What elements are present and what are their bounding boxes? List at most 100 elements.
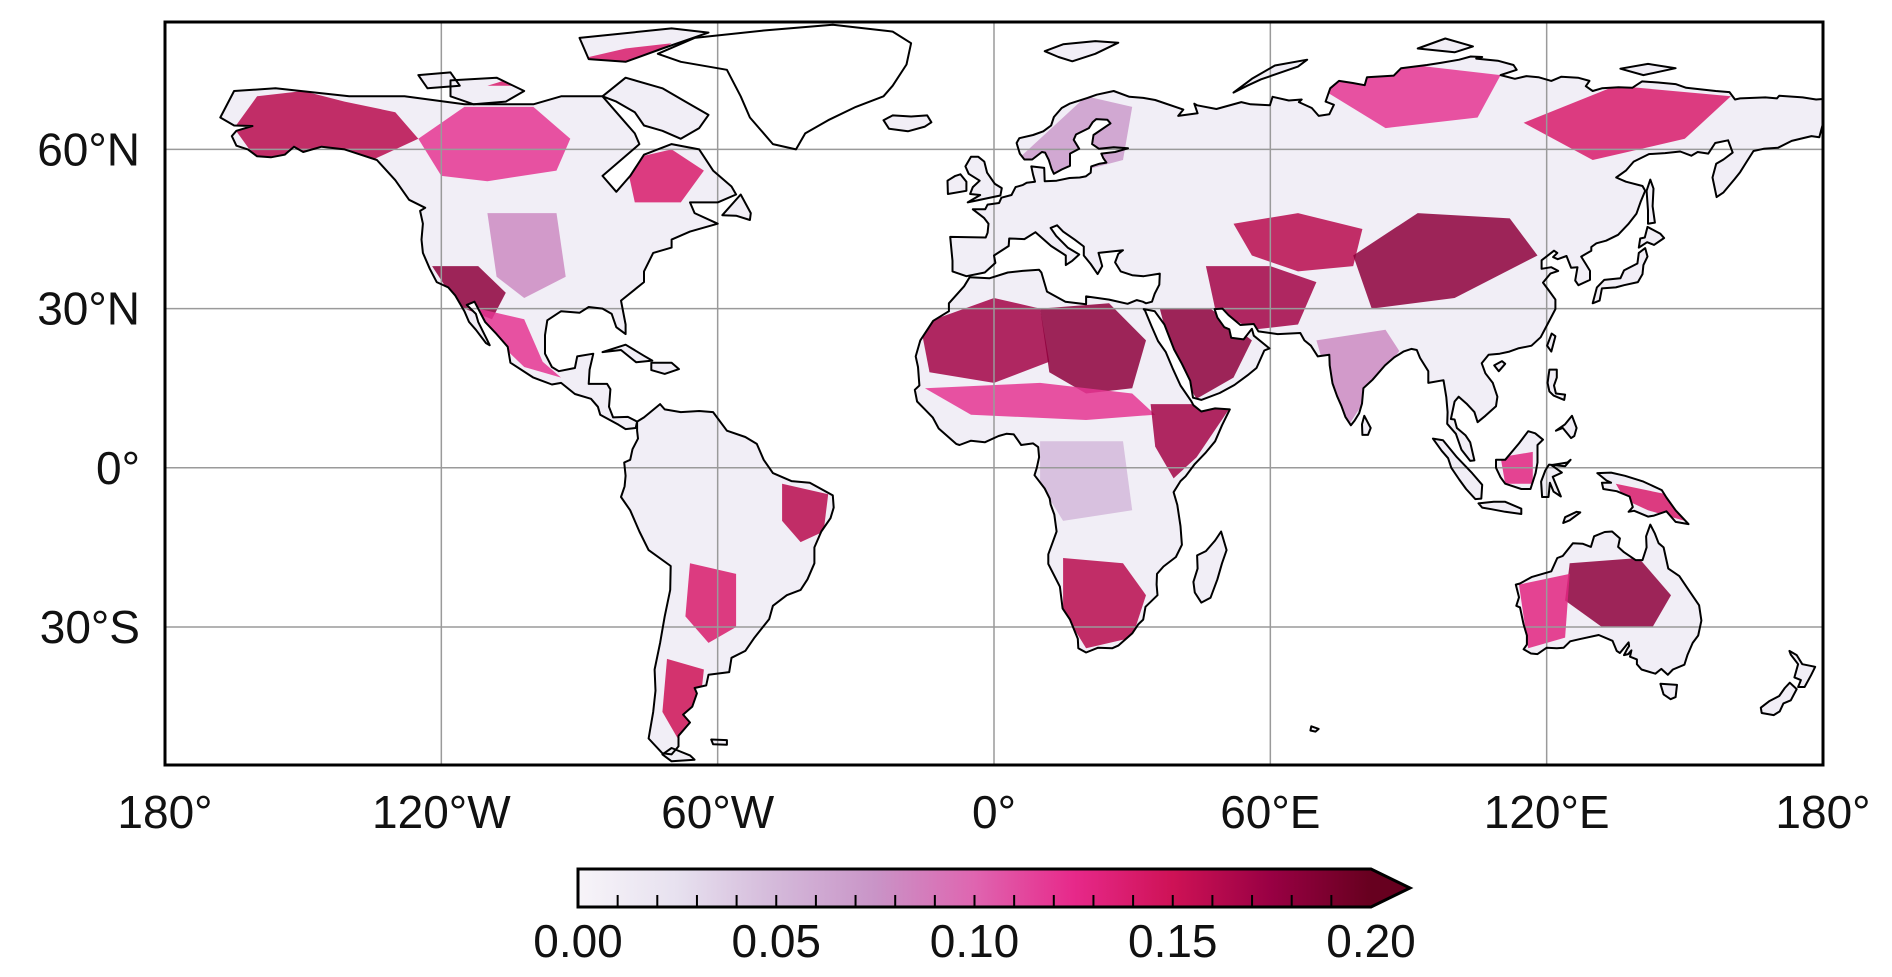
- colorbar-tick-label: 0.00: [533, 915, 623, 967]
- land-novaya-zemlya: [1233, 59, 1308, 93]
- coastline-svalbard: [1043, 40, 1120, 63]
- value-region-horn-of-africa: [1150, 404, 1229, 479]
- land-tasmania: [1660, 683, 1677, 700]
- land-ireland: [947, 174, 967, 194]
- x-tick-label: 180°: [1775, 786, 1870, 838]
- coastline-tasmania: [1659, 682, 1678, 701]
- value-region-southern-africa: [1063, 558, 1146, 649]
- land-mindanao: [1555, 415, 1577, 439]
- colorbar-tick-label: 0.05: [731, 915, 821, 967]
- value-region-sahel: [924, 382, 1156, 420]
- value-region-ne-brazil: [782, 483, 829, 543]
- colorbar: 0.00 0.05 0.10 0.15 0.20: [533, 867, 1416, 967]
- coastline-mindanao: [1554, 414, 1578, 440]
- value-region-iran-afghanistan: [1205, 266, 1317, 330]
- value-region-central-africa: [1040, 441, 1133, 521]
- value-region-central-asia: [1233, 213, 1363, 272]
- land-greenland: [657, 24, 912, 150]
- coastline-ellesmere-island: [578, 27, 710, 63]
- coastline-sri-lanka: [1361, 414, 1372, 436]
- value-region-central-australia: [1565, 558, 1671, 627]
- colorbar-tick-labels: 0.00 0.05 0.10 0.15 0.20: [533, 915, 1416, 967]
- coastline-novaya-zemlya: [1232, 58, 1309, 94]
- y-tick-label: 30°S: [40, 601, 140, 653]
- x-tick-label: 120°E: [1484, 786, 1610, 838]
- land-severnaya-zemlya: [1417, 38, 1473, 53]
- y-tick-label: 0°: [96, 442, 140, 494]
- land-sri-lanka: [1362, 415, 1371, 435]
- y-tick-label: 30°N: [37, 283, 140, 335]
- value-region-siberia-east: [1523, 85, 1731, 160]
- coastline-luzon: [1546, 368, 1567, 401]
- coastline-hispaniola: [650, 361, 680, 375]
- colorbar-tick-label: 0.15: [1128, 915, 1218, 967]
- coastline-australia: [1514, 523, 1703, 676]
- coastline-baffin-island: [601, 76, 710, 140]
- coastline-sakhalin: [1645, 178, 1656, 225]
- coastline-victoria-island: [449, 76, 526, 106]
- coastline-borneo: [1495, 430, 1544, 490]
- land-great-britain: [965, 156, 1002, 203]
- coastline-timor: [1562, 510, 1582, 524]
- value-region-us-southwest: [432, 266, 506, 320]
- coastline-newfoundland: [721, 193, 752, 221]
- coastline-taiwan: [1546, 332, 1557, 353]
- y-tick-labels: 60°N 30°N 0° 30°S: [37, 123, 140, 653]
- coastline-java: [1477, 500, 1523, 515]
- land-tierra-del-fuego: [662, 748, 695, 762]
- coastline-hokkaido: [1637, 225, 1666, 249]
- coastline-banks-island: [417, 71, 461, 90]
- coastline-hainan: [1493, 360, 1507, 373]
- land-svalbard: [1044, 41, 1119, 62]
- coastline-greenland: [656, 23, 913, 151]
- value-region-mexico: [478, 308, 562, 378]
- value-region-canada-boreal: [418, 106, 571, 182]
- colorbar-tick-label: 0.10: [930, 915, 1020, 967]
- colorbar-outline: [576, 867, 1414, 909]
- value-region-tibet-mongolia: [1353, 213, 1538, 309]
- coastline-great-britain: [964, 155, 1003, 204]
- coastline-kerguelen: [1309, 725, 1320, 733]
- x-tick-label: 60°W: [661, 786, 775, 838]
- value-region-gran-chaco: [685, 563, 737, 643]
- y-tick-label: 60°N: [37, 123, 140, 175]
- colorbar-extend-arrow: [1371, 869, 1410, 907]
- map-frame: [163, 20, 1825, 767]
- value-region-sahara-east: [1040, 303, 1146, 394]
- coastline-cuba: [601, 343, 654, 364]
- coastline-south-america: [620, 403, 835, 756]
- coastline-sumatra: [1431, 437, 1484, 501]
- x-tick-labels: 180° 120°W 60°W 0° 60°E 120°E 180°: [117, 786, 1870, 838]
- value-region-alaska-yukon: [234, 91, 419, 160]
- coastline-falklands: [710, 738, 728, 746]
- coastline-ireland: [946, 173, 968, 195]
- value-region-sahara-west: [920, 298, 1050, 383]
- land-north-america: [220, 88, 737, 430]
- value-region-great-plains: [487, 213, 566, 298]
- land-banks-island: [418, 72, 460, 89]
- coastline-new-siberian-islands: [1619, 62, 1677, 77]
- coastline-sulawesi: [1540, 458, 1572, 498]
- land-baffin-island: [602, 77, 709, 139]
- coastline-layer: [219, 23, 1823, 763]
- land-madagascar: [1193, 531, 1227, 603]
- x-tick-label: 120°W: [372, 786, 511, 838]
- value-region-west-australia: [1519, 573, 1570, 649]
- coastline-madagascar: [1192, 530, 1228, 604]
- land-luzon: [1547, 369, 1566, 400]
- x-tick-label: 60°E: [1220, 786, 1320, 838]
- coastline-eurasia: [913, 55, 1823, 654]
- colorbar-ticks: [616, 895, 1333, 907]
- land-japan: [1592, 248, 1648, 304]
- value-region-hudson-east: [625, 149, 704, 203]
- x-tick-label: 0°: [972, 786, 1016, 838]
- land-nz-south: [1760, 682, 1797, 716]
- coastline-north-america: [219, 87, 738, 431]
- coastline-nz-north: [1788, 649, 1817, 688]
- coastline-tierra-del-fuego: [661, 747, 696, 763]
- gridlines: [165, 22, 1823, 765]
- coastline-severnaya-zemlya: [1416, 37, 1474, 54]
- colorbar-tick-label: 0.20: [1326, 915, 1416, 967]
- value-region-india: [1316, 329, 1400, 426]
